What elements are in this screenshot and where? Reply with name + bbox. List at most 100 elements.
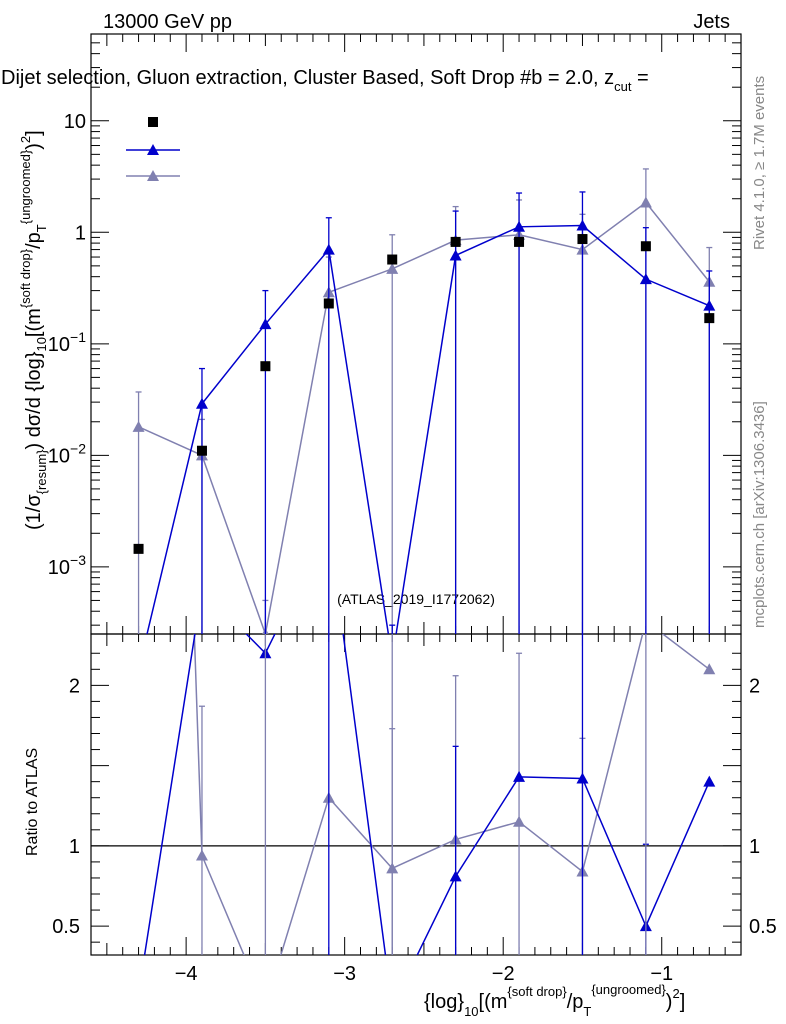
- default-series-line: [146, 224, 710, 634]
- ratio-y-tick-label-right: 1: [749, 836, 760, 858]
- ratio-y-tick-label: 2: [69, 675, 80, 697]
- atlas-point: [260, 361, 271, 372]
- legend-nocr-marker: [147, 170, 159, 181]
- ratio-y-tick-label-right: 2: [749, 675, 760, 697]
- nocr-ratio-line: [193, 634, 710, 955]
- plot-title: Dijet selection, Gluon extraction, Clust…: [1, 67, 649, 94]
- atlas-point: [196, 445, 207, 456]
- ylabel-part: /p: [23, 232, 45, 249]
- default-point: [133, 664, 145, 675]
- ylabel-part: (1/σ: [23, 494, 45, 530]
- main-series-layer: [132, 168, 716, 675]
- x-tick-label: −1: [650, 963, 673, 985]
- x-axis-label: {log}10[(m{soft drop}/pT{ungroomed})2]: [424, 982, 685, 1019]
- default-point: [449, 249, 462, 261]
- ylabel-sub: {resum}: [34, 449, 49, 494]
- ylabel-part: ): [23, 143, 45, 150]
- default-point: [703, 299, 716, 311]
- default-ratio-point: [386, 1000, 398, 1011]
- atlas-point: [514, 236, 525, 247]
- xlabel-sub: 10: [464, 1004, 478, 1019]
- ratio-y-axis-label: Ratio to ATLAS: [24, 748, 41, 856]
- default-point: [576, 219, 589, 231]
- ratio-plot-frame: [90, 633, 742, 956]
- atlas-point: [450, 236, 461, 247]
- default-ratio-point: [513, 770, 526, 782]
- xlabel-sup: 2: [672, 986, 679, 1001]
- legend-default-marker: [147, 144, 159, 155]
- xlabel-sup: {ungroomed}: [591, 982, 666, 997]
- nocr-ratio-point: [195, 849, 208, 861]
- ylabel-sup: {ungroomed}: [18, 149, 33, 224]
- x-tick-label: −3: [333, 963, 356, 985]
- analysis-watermark: (ATLAS_2019_I1772062): [337, 591, 495, 607]
- y-tick-label: 10−2: [48, 440, 86, 467]
- default-point: [322, 243, 335, 255]
- nocr-ratio-point: [703, 663, 716, 675]
- default-ratio-line: [143, 634, 710, 955]
- x-axis: −4 −3 −2 −1: [90, 34, 726, 985]
- default-point: [259, 318, 272, 330]
- xlabel-part: ]: [680, 991, 686, 1013]
- y-tick-exp: −2: [70, 440, 86, 456]
- plot-title-sub: cut: [614, 79, 632, 94]
- x-tick-label: −4: [175, 963, 198, 985]
- nocr-series-line: [138, 201, 710, 634]
- category-label: Jets: [693, 11, 730, 33]
- legend-atlas-marker: [148, 117, 158, 127]
- ylabel-sub: T: [34, 224, 49, 232]
- xlabel-part: [(m: [479, 991, 508, 1013]
- atlas-point: [323, 298, 334, 309]
- ratio-y-tick-label: 0.5: [52, 916, 80, 938]
- nocr-point: [386, 262, 399, 274]
- default-point: [639, 273, 652, 285]
- x-tick-label: −2: [492, 963, 515, 985]
- nocr-ratio-point: [513, 815, 526, 827]
- plot-title-end: =: [631, 67, 648, 89]
- energy-label: 13000 GeV pp: [103, 11, 232, 33]
- y-tick-exp: −3: [70, 552, 86, 568]
- rivet-version-label: Rivet 4.1.0, ≥ 1.7M events: [751, 76, 768, 250]
- y-tick-exp: −1: [70, 329, 86, 345]
- xlabel-part: ): [666, 991, 673, 1013]
- y-tick-base: 10: [48, 334, 70, 356]
- y-tick-label: 1: [75, 222, 86, 244]
- ratio-y-axis: 0.5 0.5 1 1 2 2: [52, 652, 777, 943]
- xlabel-sub: T: [583, 1004, 591, 1019]
- ylabel-part: ) dσ/d {log}: [23, 351, 45, 449]
- ratio-y-tick-label: 1: [69, 836, 80, 858]
- ylabel-part: [(m: [23, 308, 45, 337]
- nocr-point: [132, 420, 145, 432]
- y-tick-label: 10−3: [48, 552, 86, 579]
- xlabel-part: /p: [567, 991, 584, 1013]
- ylabel-sub: 10: [34, 337, 49, 351]
- legend: [126, 117, 180, 181]
- default-point: [195, 397, 208, 409]
- nocr-point: [639, 196, 652, 208]
- xlabel-part: {log}: [424, 991, 464, 1013]
- default-ratio-point: [703, 775, 716, 787]
- xlabel-sup: {soft drop}: [507, 984, 567, 999]
- default-point: [513, 220, 526, 232]
- atlas-point: [577, 234, 588, 245]
- ratio-series-layer: [133, 634, 716, 1011]
- default-ratio-point: [133, 988, 145, 999]
- y-tick-label: 10−1: [48, 329, 86, 356]
- ylabel-part: ]: [23, 130, 45, 136]
- atlas-point: [387, 254, 398, 265]
- ylabel-sup: {soft drop}: [18, 248, 33, 308]
- y-tick-label: 10: [64, 111, 86, 133]
- mcplots-label: mcplots.cern.ch [arXiv:1306.3436]: [751, 401, 768, 628]
- atlas-point: [133, 543, 144, 554]
- atlas-point: [704, 313, 715, 324]
- main-plot-frame: [90, 33, 742, 635]
- plot-title-main: Dijet selection, Gluon extraction, Clust…: [1, 67, 614, 89]
- y-tick-base: 10: [48, 445, 70, 467]
- main-y-axis-label: (1/σ{resum}) dσ/d {log}10[(m{soft drop}/…: [18, 130, 49, 530]
- ylabel-sup: 2: [18, 136, 33, 143]
- default-ratio-point: [449, 870, 462, 882]
- y-tick-base: 10: [48, 557, 70, 579]
- nocr-ratio-point: [259, 1000, 271, 1011]
